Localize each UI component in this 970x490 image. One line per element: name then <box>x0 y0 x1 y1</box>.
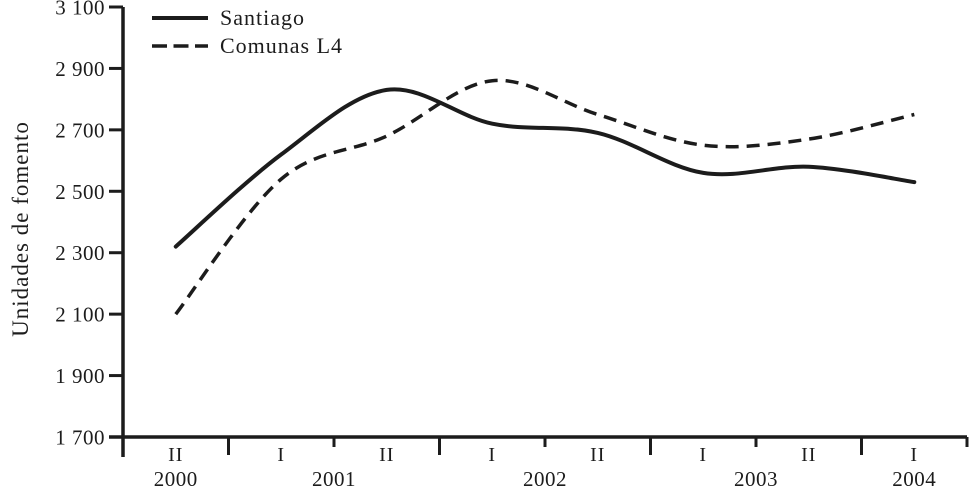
x-semester-label: I <box>277 444 285 466</box>
x-semester-label: II <box>590 444 605 466</box>
x-semester-label: II <box>379 444 394 466</box>
x-semester-label: I <box>910 444 918 466</box>
y-tick-label: 2 500 <box>55 180 105 204</box>
x-year-label: 2004 <box>892 467 936 490</box>
legend: Santiago Comunas L4 <box>152 4 343 60</box>
legend-label-santiago: Santiago <box>220 5 305 30</box>
y-tick-label: 1 700 <box>55 426 105 450</box>
x-year-label: 2002 <box>523 467 567 490</box>
x-semester-label: II <box>801 444 816 466</box>
x-year-label: 2000 <box>154 467 198 490</box>
legend-item-comunas-l4: Comunas L4 <box>152 32 343 60</box>
x-year-label: 2001 <box>312 467 356 490</box>
y-tick-label: 2 100 <box>55 303 105 327</box>
y-tick-label: 1 900 <box>55 364 105 388</box>
y-tick-label: 2 700 <box>55 118 105 142</box>
y-tick-label: 3 100 <box>55 0 105 20</box>
y-axis-title: Unidades de fomento <box>8 121 33 337</box>
series-line-comunas-l4 <box>174 78 915 316</box>
y-tick-label: 2 900 <box>55 57 105 81</box>
x-year-label: 2003 <box>734 467 778 490</box>
legend-item-santiago: Santiago <box>152 4 343 32</box>
dashed-line-sample <box>152 44 208 48</box>
series-line-santiago <box>173 87 917 249</box>
legend-label-comunas-l4: Comunas L4 <box>220 33 344 58</box>
solid-line-sample <box>152 16 208 20</box>
x-semester-label: I <box>699 444 707 466</box>
x-semester-label: II <box>168 444 183 466</box>
x-semester-label: I <box>488 444 496 466</box>
y-tick-label: 2 300 <box>55 241 105 265</box>
